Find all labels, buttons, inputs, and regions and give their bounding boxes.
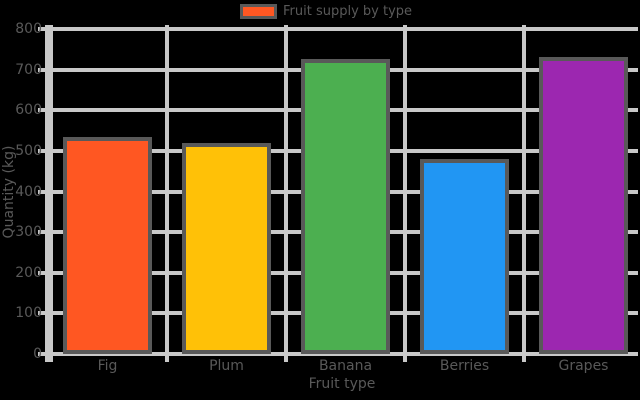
- legend: Fruit supply by type: [240, 4, 412, 19]
- bar-berries: [420, 159, 509, 354]
- x-gridline: [522, 25, 526, 362]
- x-tick-label: Berries: [439, 358, 490, 374]
- y-tick-label: 800: [15, 21, 42, 37]
- x-tick-label: Plum: [209, 358, 244, 374]
- x-gridline: [403, 25, 407, 362]
- y-tick-label: 400: [15, 183, 42, 200]
- x-gridline: [45, 25, 53, 362]
- bar-plum: [182, 142, 271, 354]
- y-tick-label: 600: [15, 102, 42, 119]
- bar-fig: [63, 136, 152, 354]
- x-tick-label: Grapes: [558, 358, 609, 374]
- y-tick-label: 700: [15, 61, 42, 78]
- y-gridline: [46, 27, 638, 31]
- x-gridline: [284, 25, 288, 362]
- y-tick-label: 0: [33, 346, 42, 362]
- y-tick-label: 500: [15, 142, 42, 159]
- bar-grapes: [539, 57, 628, 354]
- y-tick-label: 300: [15, 224, 42, 241]
- bar-banana: [301, 59, 390, 354]
- x-axis-title: Fruit type: [308, 376, 376, 392]
- y-gridline: [46, 352, 638, 356]
- y-tick-label: 100: [15, 305, 42, 322]
- y-axis-title: Quantity (kg): [1, 145, 17, 239]
- legend-swatch: [240, 4, 277, 19]
- y-tick-label: 200: [15, 264, 42, 281]
- x-tick-label: Banana: [318, 358, 373, 374]
- x-tick-label: Fig: [97, 358, 118, 374]
- x-gridline: [165, 25, 169, 362]
- legend-label: Fruit supply by type: [283, 4, 413, 19]
